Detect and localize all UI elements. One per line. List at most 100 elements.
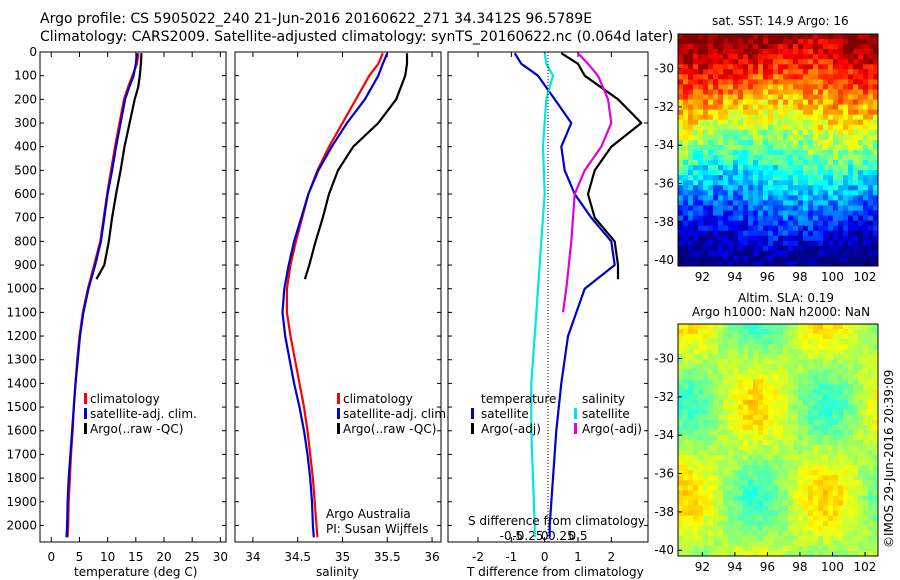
map-cell bbox=[763, 339, 769, 345]
map-cell bbox=[778, 349, 784, 355]
map-cell bbox=[853, 64, 859, 70]
map-cell bbox=[843, 180, 849, 186]
map-cell bbox=[823, 250, 829, 257]
map-cell bbox=[733, 139, 739, 146]
map-cell bbox=[688, 510, 694, 517]
map-cell bbox=[788, 475, 794, 481]
map-cell bbox=[703, 39, 709, 45]
map-cell bbox=[873, 470, 878, 476]
map-cell bbox=[738, 374, 744, 380]
map-cell bbox=[768, 359, 774, 365]
map-cell bbox=[798, 99, 804, 106]
map-cell bbox=[753, 139, 759, 146]
map-cell bbox=[813, 364, 819, 370]
map-cell bbox=[863, 374, 869, 380]
map-cell bbox=[863, 39, 869, 45]
map-cell bbox=[748, 334, 754, 340]
difference-xlabel: T difference from climatology bbox=[466, 565, 644, 579]
map-cell bbox=[818, 475, 824, 481]
map-cell bbox=[758, 155, 764, 161]
map-cell bbox=[803, 495, 809, 502]
map-cell bbox=[743, 235, 749, 242]
map-cell bbox=[728, 94, 734, 101]
map-cell bbox=[693, 205, 699, 212]
map-cell bbox=[838, 455, 844, 461]
map-cell bbox=[858, 414, 864, 421]
map-cell bbox=[863, 535, 869, 542]
map-cell bbox=[873, 104, 878, 111]
map-cell bbox=[808, 150, 814, 156]
map-cell bbox=[848, 150, 854, 156]
map-cell bbox=[808, 49, 814, 55]
map-cell bbox=[688, 324, 694, 330]
map-cell bbox=[713, 160, 719, 166]
map-cell bbox=[778, 139, 784, 146]
map-cell bbox=[768, 129, 774, 136]
map-cell bbox=[798, 404, 804, 411]
map-cell bbox=[818, 480, 824, 486]
map-cell bbox=[788, 99, 794, 106]
map-cell bbox=[778, 510, 784, 517]
map-cell bbox=[688, 160, 694, 166]
map-cell bbox=[683, 74, 689, 80]
map-cell bbox=[763, 79, 769, 85]
map-cell bbox=[688, 261, 694, 266]
map-cell bbox=[723, 344, 729, 350]
map-cell bbox=[808, 450, 814, 456]
map-cell bbox=[823, 119, 829, 126]
map-cell bbox=[738, 129, 744, 136]
map-cell bbox=[683, 510, 689, 517]
map-cell bbox=[693, 394, 699, 401]
map-cell bbox=[793, 250, 799, 257]
map-cell bbox=[678, 230, 684, 237]
map-cell bbox=[773, 134, 779, 141]
map-cell bbox=[818, 419, 824, 426]
map-cell bbox=[843, 104, 849, 111]
map-cell bbox=[783, 354, 789, 360]
map-x-tick-label: 92 bbox=[695, 270, 710, 284]
map-cell bbox=[808, 369, 814, 375]
map-cell bbox=[678, 59, 684, 65]
map-cell bbox=[743, 109, 749, 116]
map-cell bbox=[798, 510, 804, 517]
map-cell bbox=[718, 329, 724, 335]
map-cell bbox=[768, 255, 774, 262]
map-cell bbox=[818, 460, 824, 466]
map-cell bbox=[873, 500, 878, 507]
map-cell bbox=[688, 540, 694, 547]
map-cell bbox=[803, 139, 809, 146]
map-cell bbox=[753, 379, 759, 386]
map-cell bbox=[793, 84, 799, 90]
map-cell bbox=[788, 470, 794, 476]
map-cell bbox=[688, 530, 694, 537]
map-cell bbox=[853, 44, 859, 50]
map-cell bbox=[743, 429, 749, 436]
map-cell bbox=[683, 359, 689, 365]
map-cell bbox=[853, 235, 859, 242]
map-cell bbox=[863, 424, 869, 431]
map-cell bbox=[823, 34, 829, 40]
map-cell bbox=[733, 394, 739, 401]
map-cell bbox=[703, 79, 709, 85]
map-cell bbox=[723, 500, 729, 507]
map-cell bbox=[873, 210, 878, 217]
map-cell bbox=[773, 399, 779, 406]
map-cell bbox=[708, 409, 714, 416]
map-cell bbox=[793, 445, 799, 451]
map-cell bbox=[693, 34, 699, 40]
x-tick-label: 10 bbox=[100, 550, 115, 564]
map-cell bbox=[753, 450, 759, 456]
map-cell bbox=[688, 134, 694, 141]
map-cell bbox=[723, 379, 729, 386]
map-cell bbox=[728, 160, 734, 166]
map-cell bbox=[783, 205, 789, 212]
map-cell bbox=[738, 109, 744, 116]
map-cell bbox=[838, 460, 844, 466]
map-cell bbox=[833, 74, 839, 80]
map-cell bbox=[873, 535, 878, 542]
map-cell bbox=[823, 54, 829, 60]
map-cell bbox=[803, 435, 809, 441]
map-cell bbox=[803, 545, 809, 552]
map-cell bbox=[828, 160, 834, 166]
map-cell bbox=[863, 551, 869, 556]
